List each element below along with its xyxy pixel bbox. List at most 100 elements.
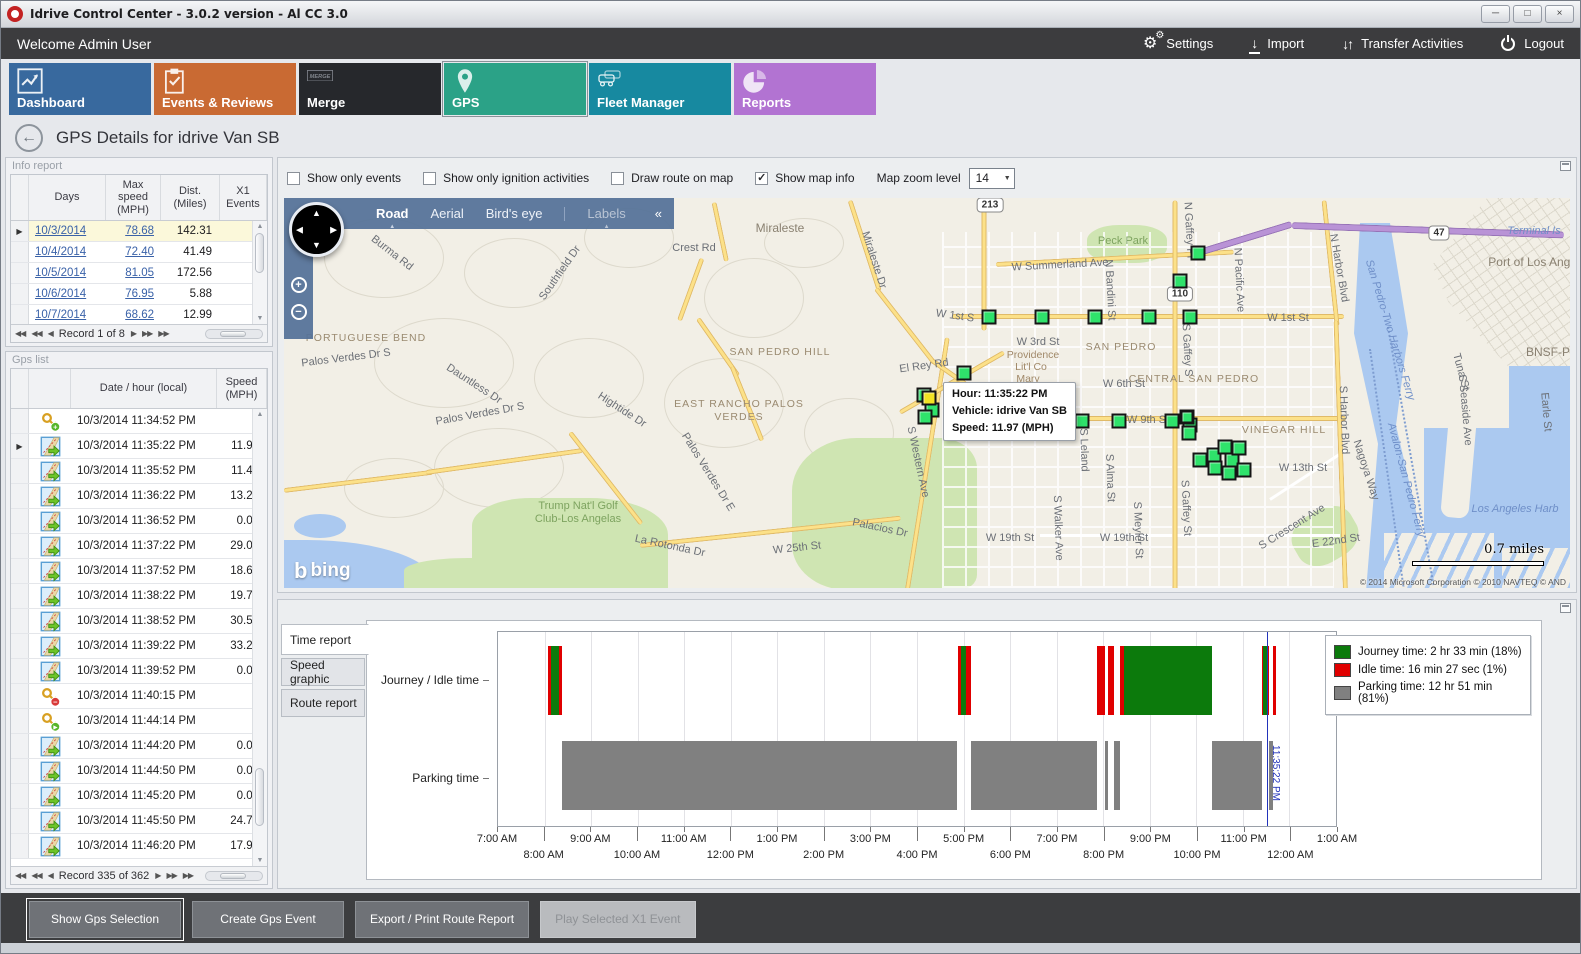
col-dist[interactable]: Dist. (Miles) <box>161 175 220 220</box>
import-button[interactable]: ↓ Import <box>1249 35 1304 54</box>
list-item[interactable]: 10/3/2014 11:36:22 PM 13.28 <box>11 484 267 509</box>
tile-dashboard[interactable]: Dashboard <box>9 63 151 115</box>
zoom-in-icon[interactable]: + <box>290 277 307 293</box>
gps-marker[interactable] <box>1141 309 1157 325</box>
gps-marker[interactable] <box>1190 245 1206 261</box>
tile-reports[interactable]: Reports <box>734 63 876 115</box>
days-link[interactable]: 10/4/2014 <box>35 246 87 258</box>
checkbox-show-only-ignition-activities[interactable]: Show only ignition activities <box>423 171 589 185</box>
minimize-button[interactable]: ─ <box>1481 5 1510 23</box>
first-page-icon[interactable]: ◀◀ <box>15 328 26 338</box>
list-item[interactable]: 10/3/2014 11:45:50 PM 24.75 <box>11 809 267 834</box>
tile-merge[interactable]: MERGE Merge <box>299 63 441 115</box>
gps-marker[interactable] <box>1236 462 1252 478</box>
first-page-icon[interactable]: ◀◀ <box>15 870 26 880</box>
list-item[interactable]: 10/3/2014 11:37:52 PM 18.63 <box>11 559 267 584</box>
gps-marker[interactable] <box>1221 465 1237 481</box>
table-row[interactable]: 10/5/2014 81.05 172.56 <box>11 263 267 284</box>
gps-marker[interactable] <box>1181 425 1197 441</box>
max-speed-link[interactable]: 72.40 <box>125 246 154 258</box>
show-gps-selection-button[interactable]: Show Gps Selection <box>26 897 184 941</box>
map-compass[interactable]: ▲ ▼ ▶ ◀ <box>289 202 344 257</box>
col-x1-events[interactable]: X1 Events <box>220 175 267 220</box>
col-days[interactable]: Days <box>29 175 106 220</box>
list-item[interactable]: 10/3/2014 11:39:52 PM 0.00 <box>11 659 267 684</box>
export-print-route-report-button[interactable]: Export / Print Route Report <box>355 900 530 938</box>
checkbox-box[interactable] <box>423 171 437 185</box>
gps-scrollbar[interactable]: ▲ ▼ <box>252 409 267 866</box>
list-item[interactable]: − 10/3/2014 11:40:15 PM <box>11 684 267 709</box>
gps-marker[interactable] <box>1074 413 1090 429</box>
checkbox-draw-route-on-map[interactable]: Draw route on map <box>611 171 733 185</box>
gps-marker[interactable] <box>1164 413 1180 429</box>
list-item[interactable]: 10/3/2014 11:36:52 PM 0.00 <box>11 509 267 534</box>
tab-speed-graphic[interactable]: Speed graphic <box>281 658 365 686</box>
checkbox-show-only-events[interactable]: Show only events <box>287 171 401 185</box>
prev-page-icon[interactable]: ◀ <box>47 328 54 338</box>
checkbox-show-map-info[interactable]: ✓ Show map info <box>755 171 855 185</box>
list-item[interactable]: 10/3/2014 11:38:22 PM 19.70 <box>11 584 267 609</box>
info-scrollbar[interactable]: ▲ ▼ <box>252 221 267 324</box>
maximize-button[interactable]: □ <box>1513 5 1542 23</box>
tile-fleet-manager[interactable]: Fleet Manager <box>589 63 731 115</box>
days-link[interactable]: 10/5/2014 <box>35 267 87 279</box>
close-button[interactable]: × <box>1545 5 1574 23</box>
days-link[interactable]: 10/7/2014 <box>35 309 87 321</box>
max-speed-link[interactable]: 78.68 <box>125 225 154 237</box>
max-speed-link[interactable]: 68.62 <box>125 309 154 321</box>
prev-fast-icon[interactable]: ◀◀ <box>31 328 42 338</box>
col-max-speed[interactable]: Max speed (MPH) <box>106 175 161 220</box>
last-page-icon[interactable]: ▶▶ <box>182 870 194 880</box>
next-fast-icon[interactable]: ▶▶ <box>166 870 177 880</box>
days-link[interactable]: 10/6/2014 <box>35 288 87 300</box>
list-item[interactable]: 10/3/2014 11:39:22 PM 33.21 <box>11 634 267 659</box>
logout-button[interactable]: Logout <box>1501 36 1564 51</box>
col-speed[interactable]: Speed (MPH) <box>217 369 267 408</box>
prev-fast-icon[interactable]: ◀◀ <box>31 870 42 880</box>
map-zoom-select[interactable]: 14 ▼ <box>968 167 1015 189</box>
checkbox-box[interactable]: ✓ <box>755 171 769 185</box>
list-item[interactable]: 10/3/2014 11:44:50 PM 0.00 <box>11 759 267 784</box>
gps-marker[interactable] <box>1087 309 1103 325</box>
collapse-chevrons-icon[interactable]: « <box>654 206 662 221</box>
list-item[interactable]: 10/3/2014 11:35:52 PM 11.47 <box>11 459 267 484</box>
next-page-icon[interactable]: ▶ <box>130 328 137 338</box>
chart-panel-maximize-icon[interactable] <box>1560 603 1571 613</box>
settings-button[interactable]: ⚙ ⚙ Settings <box>1143 30 1213 52</box>
selected-gps-marker[interactable] <box>921 390 937 406</box>
gps-marker[interactable] <box>981 309 997 325</box>
gps-marker[interactable] <box>1034 309 1050 325</box>
col-date-hour[interactable]: Date / hour (local) <box>71 369 217 408</box>
gps-hscrollbar[interactable] <box>205 870 263 881</box>
zoom-out-icon[interactable]: − <box>290 304 307 320</box>
next-fast-icon[interactable]: ▶▶ <box>141 328 153 338</box>
gps-marker[interactable] <box>1231 440 1247 456</box>
table-row[interactable]: ▶ 10/3/2014 78.68 142.31 <box>11 221 267 242</box>
create-gps-event-button[interactable]: Create Gps Event <box>192 900 344 938</box>
checkbox-box[interactable] <box>611 171 625 185</box>
list-item[interactable]: 10/3/2014 11:44:20 PM 0.00 <box>11 734 267 759</box>
tile-gps[interactable]: GPS <box>442 61 588 117</box>
checkbox-box[interactable] <box>287 171 300 185</box>
gps-marker[interactable] <box>1111 413 1127 429</box>
tab-route-report[interactable]: Route report <box>281 689 365 717</box>
list-item[interactable]: 10/3/2014 11:46:20 PM 17.93 <box>11 834 267 859</box>
days-link[interactable]: 10/3/2014 <box>35 225 87 237</box>
gps-marker[interactable] <box>1172 273 1188 289</box>
max-speed-link[interactable]: 76.95 <box>125 288 154 300</box>
list-item[interactable]: 10/3/2014 11:45:20 PM 0.00 <box>11 784 267 809</box>
list-item[interactable]: 10/3/2014 11:37:22 PM 29.05 <box>11 534 267 559</box>
transfer-activities-button[interactable]: ↓↑ Transfer Activities <box>1342 36 1463 52</box>
time-cursor[interactable] <box>1267 632 1269 826</box>
gps-marker[interactable] <box>917 409 933 425</box>
list-item[interactable]: +10/3/2014 11:34:52 PM <box>11 409 267 434</box>
back-button[interactable]: ← <box>15 124 43 152</box>
list-item[interactable]: ▶ 10/3/2014 11:35:22 PM 11.97 <box>11 434 267 459</box>
gps-marker[interactable] <box>1207 460 1223 476</box>
table-row[interactable]: 10/6/2014 76.95 5.88 <box>11 284 267 305</box>
prev-page-icon[interactable]: ◀ <box>47 870 54 880</box>
table-row[interactable]: 10/7/2014 68.62 12.99 <box>11 305 267 324</box>
table-row[interactable]: 10/4/2014 72.40 41.49 <box>11 242 267 263</box>
map-style-road[interactable]: Road <box>376 206 409 221</box>
list-item[interactable]: 10/3/2014 11:38:52 PM 30.55 <box>11 609 267 634</box>
